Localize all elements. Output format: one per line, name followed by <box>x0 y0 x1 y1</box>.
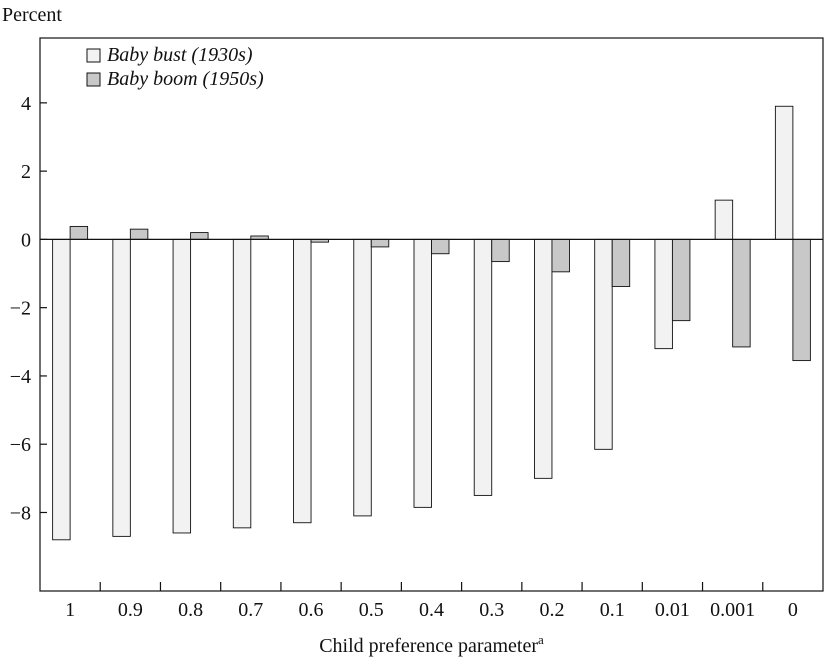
x-tick-label: 0.6 <box>299 599 324 621</box>
bar-series-1-0.001 <box>714 199 734 240</box>
bar-series-2-0.9 <box>129 228 149 240</box>
x-tick-label: 0.001 <box>710 599 755 621</box>
x-axis-title-text: Child preference parameter <box>319 635 538 657</box>
y-tick-label: 4 <box>21 93 31 115</box>
y-axis-title: Percent <box>2 4 62 26</box>
bar-series-2-0 <box>792 238 811 362</box>
bar-series-1-0.7 <box>232 238 252 529</box>
x-tick-label: 0 <box>788 599 798 621</box>
x-tick-label: 0.1 <box>600 599 625 621</box>
ticks-layer: −8 −6 −4 −2 0 2 4 1 0.9 0.8 0.7 0.6 0.5 0.4 0.3 0.2 0.1 0… <box>10 93 798 621</box>
x-axis-title-superscript: a <box>538 632 544 647</box>
x-tick-label: 0.3 <box>479 599 504 621</box>
legend-swatch-2 <box>86 72 101 87</box>
bar-series-1-0.1 <box>594 238 613 450</box>
legend-swatch-1 <box>86 48 101 63</box>
x-tick-label: 0.9 <box>118 599 143 621</box>
bar-series-2-0.01 <box>671 238 691 322</box>
bar-series-2-0.8 <box>190 232 209 240</box>
bar-series-2-0.4 <box>431 238 450 255</box>
bar-series-1-0.4 <box>413 238 432 508</box>
legend-label-1: Baby bust (1930s) <box>107 44 253 66</box>
bar-series-2-1 <box>69 225 89 240</box>
bar-series-2-0.2 <box>551 238 570 273</box>
bar-series-1-0.8 <box>172 238 192 534</box>
bar-series-2-0.5 <box>370 238 390 248</box>
x-tick-label: 0.5 <box>359 599 384 621</box>
bar-series-1-0.01 <box>654 238 673 350</box>
bar-series-2-0.001 <box>732 238 751 348</box>
y-tick-label: −4 <box>10 366 31 388</box>
bar-series-1-0.5 <box>353 238 372 517</box>
x-tick-label: 1 <box>65 599 75 621</box>
bars-layer <box>52 105 811 541</box>
y-tick-label: 2 <box>21 161 31 183</box>
bar-series-2-0.3 <box>491 238 510 263</box>
legend-label-2: Baby boom (1950s) <box>107 68 264 90</box>
x-tick-label: 0.4 <box>419 599 444 621</box>
plot-frame <box>39 37 824 592</box>
x-axis-title: Child preference parametera <box>319 632 544 657</box>
bar-series-1-0.3 <box>473 238 493 496</box>
bar-series-1-1 <box>52 238 71 541</box>
legend: Baby bust (1930s)Baby boom (1950s) <box>86 44 264 90</box>
bar-series-1-0.2 <box>534 238 553 479</box>
bar-series-1-0.9 <box>112 238 131 537</box>
bar-series-1-0.6 <box>293 238 312 524</box>
y-tick-label: −6 <box>10 434 31 456</box>
bar-series-1-0 <box>774 105 794 240</box>
x-tick-label: 0.01 <box>655 599 690 621</box>
x-tick-label: 0.7 <box>238 599 263 621</box>
y-tick-label: −2 <box>10 298 31 320</box>
y-tick-label: −8 <box>10 502 31 524</box>
x-tick-label: 0.8 <box>178 599 203 621</box>
y-tick-label: 0 <box>21 229 31 251</box>
x-tick-label: 0.2 <box>539 599 564 621</box>
bar-series-2-0.1 <box>611 238 631 287</box>
